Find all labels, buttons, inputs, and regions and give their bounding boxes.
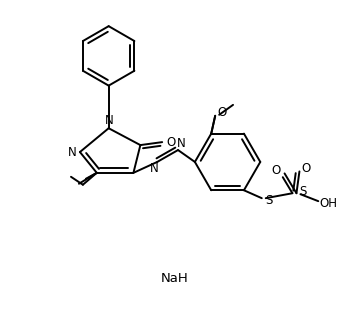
Text: N: N	[150, 162, 159, 175]
Text: NaH: NaH	[161, 272, 189, 286]
Text: S: S	[265, 194, 272, 207]
Text: N: N	[105, 114, 114, 127]
Text: OH: OH	[319, 197, 337, 210]
Text: N: N	[177, 137, 185, 150]
Text: O: O	[217, 106, 227, 119]
Text: O: O	[271, 164, 280, 177]
Text: S: S	[300, 185, 307, 198]
Text: N: N	[68, 145, 76, 158]
Text: O: O	[302, 162, 311, 175]
Text: O: O	[167, 135, 176, 148]
